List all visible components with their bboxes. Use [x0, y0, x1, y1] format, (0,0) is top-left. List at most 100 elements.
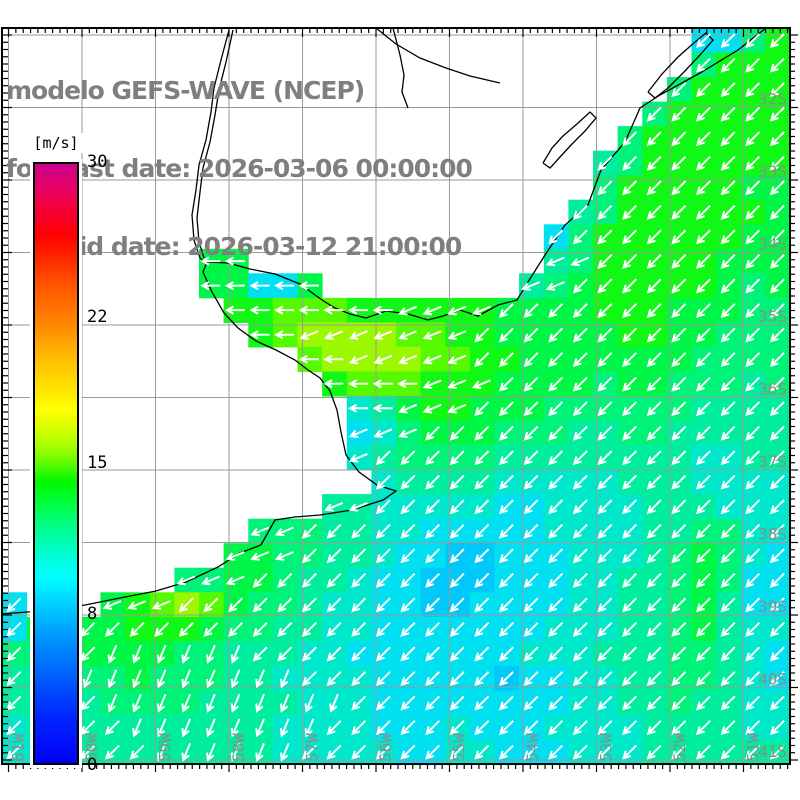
direction-arrow: [671, 597, 687, 613]
direction-arrow: [622, 671, 638, 686]
direction-arrow: [695, 744, 711, 760]
direction-arrow: [769, 474, 785, 490]
direction-arrow: [671, 671, 687, 686]
direction-arrow: [348, 428, 368, 438]
direction-arrow: [398, 403, 417, 414]
direction-arrow: [498, 671, 514, 686]
direction-arrow: [498, 597, 514, 613]
direction-arrow: [206, 693, 216, 713]
direction-arrow: [671, 278, 687, 294]
direction-arrow: [279, 669, 290, 689]
direction-arrow: [425, 450, 441, 466]
direction-arrow: [181, 718, 192, 738]
direction-arrow: [523, 621, 539, 637]
direction-arrow: [203, 621, 219, 637]
direction-arrow: [597, 720, 613, 736]
direction-arrow: [156, 644, 167, 664]
direction-arrow: [422, 354, 442, 365]
direction-arrow: [400, 671, 416, 686]
direction-arrow: [127, 600, 147, 610]
direction-arrow: [449, 695, 465, 711]
direction-arrow: [745, 253, 761, 269]
direction-arrow: [104, 621, 120, 637]
direction-arrow: [80, 646, 96, 662]
direction-arrow: [695, 327, 711, 343]
longitude-label: 61W: [9, 733, 28, 762]
direction-arrow: [206, 644, 216, 664]
direction-arrow: [304, 693, 315, 713]
direction-arrow: [572, 499, 588, 515]
direction-arrow: [298, 305, 319, 315]
direction-arrow: [255, 718, 265, 738]
direction-arrow: [348, 354, 368, 365]
direction-arrow: [769, 155, 785, 171]
direction-arrow: [523, 671, 539, 686]
direction-arrow: [671, 180, 687, 196]
direction-arrow: [107, 669, 118, 689]
colorbar-tick-label: 0: [87, 755, 98, 775]
direction-arrow: [720, 499, 736, 515]
colorbar-tick-label: 22: [87, 307, 108, 327]
direction-arrow: [351, 744, 367, 760]
direction-arrow: [474, 474, 490, 490]
direction-arrow: [181, 743, 192, 762]
direction-arrow: [151, 600, 171, 610]
direction-arrow: [372, 403, 393, 413]
direction-arrow: [348, 305, 369, 315]
direction-arrow: [769, 720, 785, 736]
direction-arrow: [572, 621, 588, 637]
direction-arrow: [695, 720, 711, 736]
direction-arrow: [299, 330, 319, 340]
direction-arrow: [622, 425, 638, 441]
direction-arrow: [646, 450, 662, 466]
direction-arrow: [498, 303, 514, 318]
direction-arrow: [523, 401, 539, 417]
direction-arrow: [769, 401, 785, 417]
coastline-layer: [1, 27, 767, 615]
direction-arrow: [523, 499, 539, 515]
direction-arrow: [745, 450, 761, 466]
latitude-label: 34S: [758, 235, 787, 254]
direction-arrow: [769, 352, 785, 368]
direction-arrow: [597, 499, 613, 515]
direction-arrow: [498, 523, 514, 539]
direction-arrow: [400, 572, 416, 588]
direction-arrow: [323, 379, 344, 389]
direction-arrow: [498, 327, 514, 343]
direction-arrow: [646, 646, 662, 662]
direction-arrow: [720, 82, 736, 98]
direction-arrow: [646, 621, 662, 637]
direction-arrow: [769, 499, 785, 515]
latitude-label: 35S: [758, 307, 787, 326]
direction-arrow: [206, 669, 216, 689]
direction-arrow: [80, 720, 96, 736]
direction-arrow: [279, 718, 290, 738]
direction-arrow: [695, 376, 711, 392]
direction-arrow: [277, 621, 293, 637]
direction-arrow: [769, 744, 785, 760]
direction-arrow: [449, 744, 465, 760]
direction-arrow: [252, 646, 268, 662]
direction-arrow: [425, 474, 441, 490]
direction-arrow: [720, 572, 736, 588]
direction-arrow: [769, 204, 785, 220]
direction-arrow: [474, 327, 490, 343]
direction-arrow: [548, 671, 564, 686]
direction-arrow: [572, 352, 588, 368]
direction-arrow: [695, 106, 711, 122]
direction-arrow: [671, 572, 687, 588]
direction-arrow: [449, 450, 465, 466]
direction-arrow: [671, 106, 687, 122]
direction-arrow: [326, 646, 342, 662]
direction-arrow: [572, 695, 588, 711]
direction-arrow: [6, 744, 22, 760]
direction-arrow: [695, 229, 711, 245]
direction-arrow: [769, 450, 785, 466]
direction-arrow: [572, 597, 588, 613]
direction-arrow: [400, 523, 416, 539]
direction-arrow: [447, 379, 467, 389]
direction-arrow: [400, 499, 416, 515]
direction-arrow: [474, 671, 490, 686]
direction-arrow: [301, 621, 317, 637]
